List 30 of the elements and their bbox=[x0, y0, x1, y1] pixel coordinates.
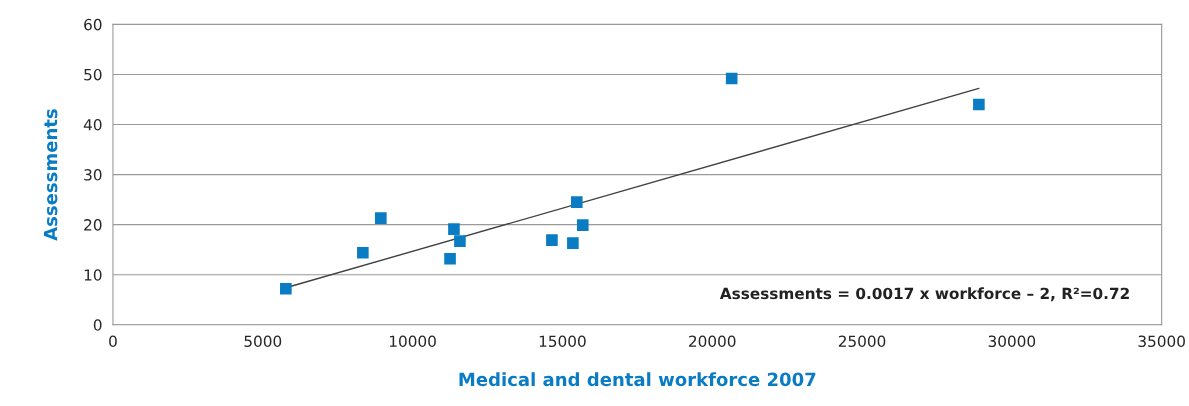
x-tick-label: 5000 bbox=[244, 335, 282, 348]
y-axis-title: Assessments bbox=[43, 109, 58, 241]
y-tick-label: 0 bbox=[93, 319, 102, 331]
x-axis-title: Medical and dental workforce 2007 bbox=[459, 372, 816, 387]
point bbox=[570, 196, 583, 208]
y-tick-label: 10 bbox=[84, 269, 102, 281]
y-tick-label: 60 bbox=[84, 18, 102, 31]
annotation: Assessments = 0.0017 x workforce – 2, R²=0.72 bbox=[719, 287, 1129, 302]
point bbox=[546, 234, 558, 246]
point bbox=[448, 223, 460, 235]
point bbox=[375, 212, 387, 224]
x-tick-label: 10000 bbox=[389, 335, 436, 348]
x-tick-label: 25000 bbox=[838, 335, 886, 348]
x-tick-label: 35000 bbox=[1138, 335, 1185, 348]
point bbox=[444, 252, 456, 265]
x-tick-label: 15000 bbox=[539, 335, 586, 348]
point bbox=[576, 219, 589, 231]
point bbox=[973, 98, 985, 111]
x-tick-label: 30000 bbox=[988, 335, 1036, 348]
y-tick-label: 20 bbox=[84, 219, 102, 231]
y-tick-label: 30 bbox=[84, 169, 102, 181]
point bbox=[454, 235, 466, 247]
y-tick-label: 50 bbox=[84, 68, 102, 81]
point bbox=[725, 72, 738, 85]
x-tick-label: 0 bbox=[109, 335, 117, 348]
x-tick-label: 20000 bbox=[689, 335, 736, 348]
point bbox=[357, 246, 369, 259]
point bbox=[280, 282, 292, 295]
point bbox=[567, 237, 579, 249]
y-tick-label: 40 bbox=[83, 118, 102, 131]
